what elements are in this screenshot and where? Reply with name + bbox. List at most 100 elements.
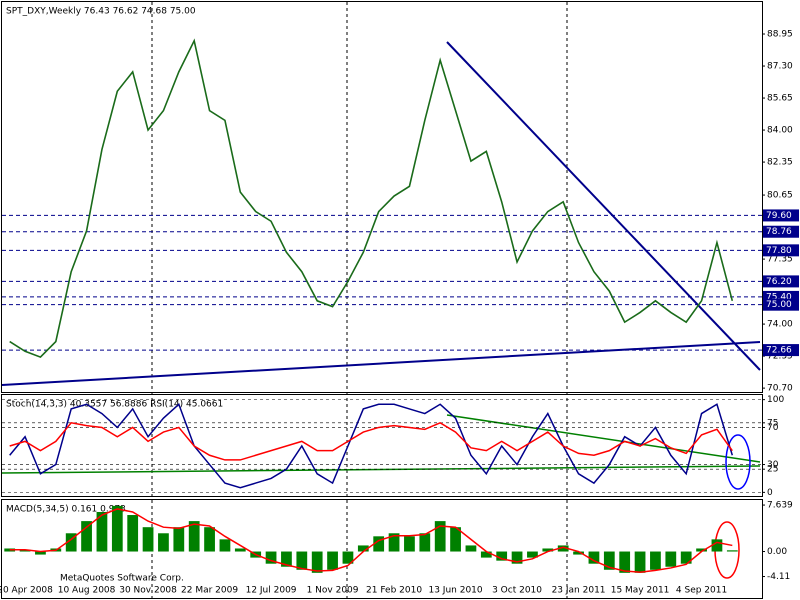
plot-layer: SPT_DXY,Weekly 76.43 76.62 74.68 75.00 88…: [0, 7, 799, 596]
panel-frames: [1, 1, 763, 599]
histogram-bar: [680, 551, 692, 564]
x-tick-label: 1 Nov 2009: [307, 586, 359, 596]
histogram-bar: [557, 545, 569, 552]
histogram-bar: [465, 545, 477, 552]
histogram-bar: [204, 527, 215, 552]
level-tag: [763, 344, 799, 357]
histogram-bar: [634, 551, 646, 573]
y-tick-label: 75: [767, 418, 778, 428]
y-tick-label: 100: [767, 395, 784, 405]
histogram-bar: [357, 545, 369, 552]
level-tag: [763, 275, 799, 288]
series-line: [9, 402, 734, 489]
panel-title: MACD(5,34,5) 0.161 0.973: [6, 505, 126, 515]
histogram-bar: [296, 551, 308, 570]
y-tick-label: 88.95: [767, 30, 793, 40]
histogram-bar: [496, 551, 508, 561]
series-line: [9, 421, 733, 461]
y-tick-label: 70: [767, 423, 779, 433]
histogram-bar: [158, 533, 169, 552]
x-tick-label: 23 Jan 2011: [552, 586, 606, 596]
y-tick-label: 0: [767, 488, 773, 498]
level-tag: [763, 298, 799, 311]
histogram-bar: [726, 550, 738, 552]
y-tick-label: 7.639: [767, 501, 793, 511]
histogram-bar: [311, 551, 323, 573]
histogram-bar: [404, 536, 415, 552]
histogram-bar: [265, 551, 277, 564]
histogram-bar: [450, 527, 461, 552]
panel-title: Stoch(14,3,3) 40.3557 56.8886 RSI(14) 45…: [6, 400, 223, 410]
histogram-bar: [81, 521, 92, 552]
x-tick-label: 4 Sep 2011: [676, 586, 727, 596]
y-tick-label: 25: [767, 465, 778, 475]
y-tick-label: 74.00: [767, 320, 793, 330]
histogram-bar: [696, 548, 707, 552]
histogram-bar: [327, 551, 338, 570]
histogram-bar: [419, 533, 431, 552]
series-line: [9, 38, 734, 359]
histogram-bar: [711, 539, 723, 552]
y-tick-label: 85.65: [767, 94, 793, 104]
histogram-bar: [65, 533, 77, 552]
x-tick-label: 10 Aug 2008: [58, 586, 116, 596]
histogram-bar: [665, 551, 677, 567]
y-tick-label: 82.35: [767, 158, 793, 168]
histogram-bar: [96, 511, 108, 552]
x-tick-label: 12 Jul 2009: [246, 586, 297, 596]
level-tag: [763, 244, 799, 257]
histogram-bar: [35, 551, 46, 555]
histogram-bar: [127, 515, 139, 552]
panel-title: SPT_DXY,Weekly 76.43 76.62 74.68 75.00: [6, 7, 196, 17]
histogram-bar: [281, 551, 292, 567]
y-tick-label: 30: [767, 460, 779, 470]
x-tick-label: 15 May 2011: [611, 586, 670, 596]
histogram-bar: [173, 527, 185, 552]
x-tick-label: 21 Feb 2010: [366, 586, 422, 596]
histogram-bar: [234, 548, 246, 552]
watermark: MetaQuotes Software Corp.: [60, 574, 184, 584]
histogram-bar: [527, 551, 538, 558]
level-label: 78.76: [766, 227, 792, 237]
histogram-bar: [142, 527, 154, 552]
y-tick-label: 87.30: [767, 62, 793, 72]
x-tick-label: 30 Nov 2008: [119, 586, 177, 596]
histogram-bar: [650, 551, 661, 570]
histogram-bar: [188, 521, 200, 552]
x-tick-label: 13 Jun 2010: [428, 586, 482, 596]
histogram-bar: [219, 539, 231, 552]
y-tick-label: 77.35: [767, 255, 793, 265]
x-tick-label: 20 Apr 2008: [0, 586, 53, 596]
histogram-bar: [511, 551, 523, 564]
level-label: 75.40: [766, 292, 792, 302]
histogram-bar: [542, 548, 554, 552]
level-label: 79.60: [766, 211, 792, 221]
y-tick-label: -4.11: [767, 572, 790, 582]
histogram-bar: [619, 551, 631, 573]
x-tick-label: 22 Mar 2009: [181, 586, 238, 596]
y-tick-label: 84.00: [767, 126, 793, 136]
histogram-bar: [373, 536, 385, 552]
series-line: [9, 508, 733, 573]
histogram-bar: [588, 551, 600, 564]
level-tag: [763, 209, 799, 222]
histogram-bar: [19, 549, 31, 552]
level-tag: [763, 225, 799, 238]
x-tick-label: 3 Oct 2010: [492, 586, 542, 596]
y-tick-label: 80.65: [767, 191, 793, 201]
level-label: 76.20: [766, 277, 792, 287]
histogram-bar: [111, 505, 123, 552]
histogram-bar: [434, 521, 446, 552]
y-tick-label: 70.70: [767, 384, 793, 394]
level-label: 77.80: [766, 246, 792, 256]
histogram-bar: [573, 551, 584, 555]
y-tick-label: 0.00: [767, 547, 787, 557]
histogram-bar: [603, 551, 615, 570]
level-label: 75.00: [766, 300, 792, 310]
histogram-bar: [480, 551, 492, 558]
histogram-bar: [342, 551, 354, 564]
y-tick-label: 72.35: [767, 352, 793, 362]
level-label: 72.66: [766, 346, 792, 356]
histogram-bar: [388, 533, 400, 552]
